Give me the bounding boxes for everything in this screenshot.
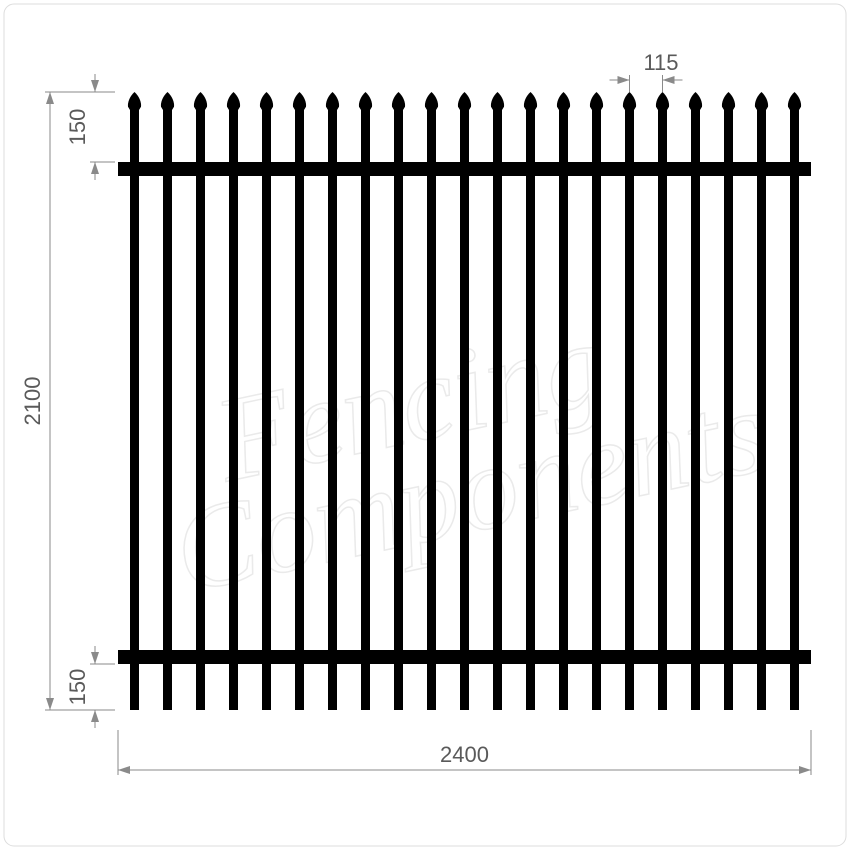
picket (262, 110, 271, 710)
spear-finial (260, 92, 273, 110)
dim-height: 2100 (20, 92, 95, 710)
dim-bottom-gap-label: 150 (65, 669, 90, 706)
spear-finial (524, 92, 537, 110)
picket (328, 110, 337, 710)
picket (526, 110, 535, 710)
dim-width-label: 2400 (440, 742, 489, 767)
picket (427, 110, 436, 710)
picket (460, 110, 469, 710)
dim-width: 2400 (118, 730, 811, 775)
picket (724, 110, 733, 710)
spear-finial (590, 92, 603, 110)
picket (130, 110, 139, 710)
picket (757, 110, 766, 710)
spear-finial (788, 92, 801, 110)
spear-finial (425, 92, 438, 110)
dim-bottom-gap: 150 (65, 646, 115, 728)
spear-finial (491, 92, 504, 110)
spear-finial (128, 92, 141, 110)
spear-finial (161, 92, 174, 110)
picket (493, 110, 502, 710)
picket (658, 110, 667, 710)
spear-finial (557, 92, 570, 110)
picket (196, 110, 205, 710)
picket (559, 110, 568, 710)
spear-finial (227, 92, 240, 110)
fence-technical-drawing: FencingComponents24002100150150115 (0, 0, 850, 850)
dim-top-gap-label: 150 (65, 109, 90, 146)
spear-finial (326, 92, 339, 110)
dim-top-gap: 150 (65, 74, 115, 180)
picket (361, 110, 370, 710)
spear-finial (623, 92, 636, 110)
dim-picket-spacing-label: 115 (643, 50, 678, 75)
picket (592, 110, 601, 710)
spear-finial (194, 92, 207, 110)
picket (394, 110, 403, 710)
spear-finial (458, 92, 471, 110)
dim-height-label: 2100 (20, 377, 45, 426)
picket (229, 110, 238, 710)
picket (163, 110, 172, 710)
spear-finial (293, 92, 306, 110)
dim-picket-spacing: 115 (610, 50, 683, 92)
picket (790, 110, 799, 710)
picket (691, 110, 700, 710)
spear-finial (359, 92, 372, 110)
spear-finial (689, 92, 702, 110)
picket (295, 110, 304, 710)
spear-finial (722, 92, 735, 110)
spear-finial (656, 92, 669, 110)
spear-finial (392, 92, 405, 110)
spear-finial (755, 92, 768, 110)
picket (625, 110, 634, 710)
